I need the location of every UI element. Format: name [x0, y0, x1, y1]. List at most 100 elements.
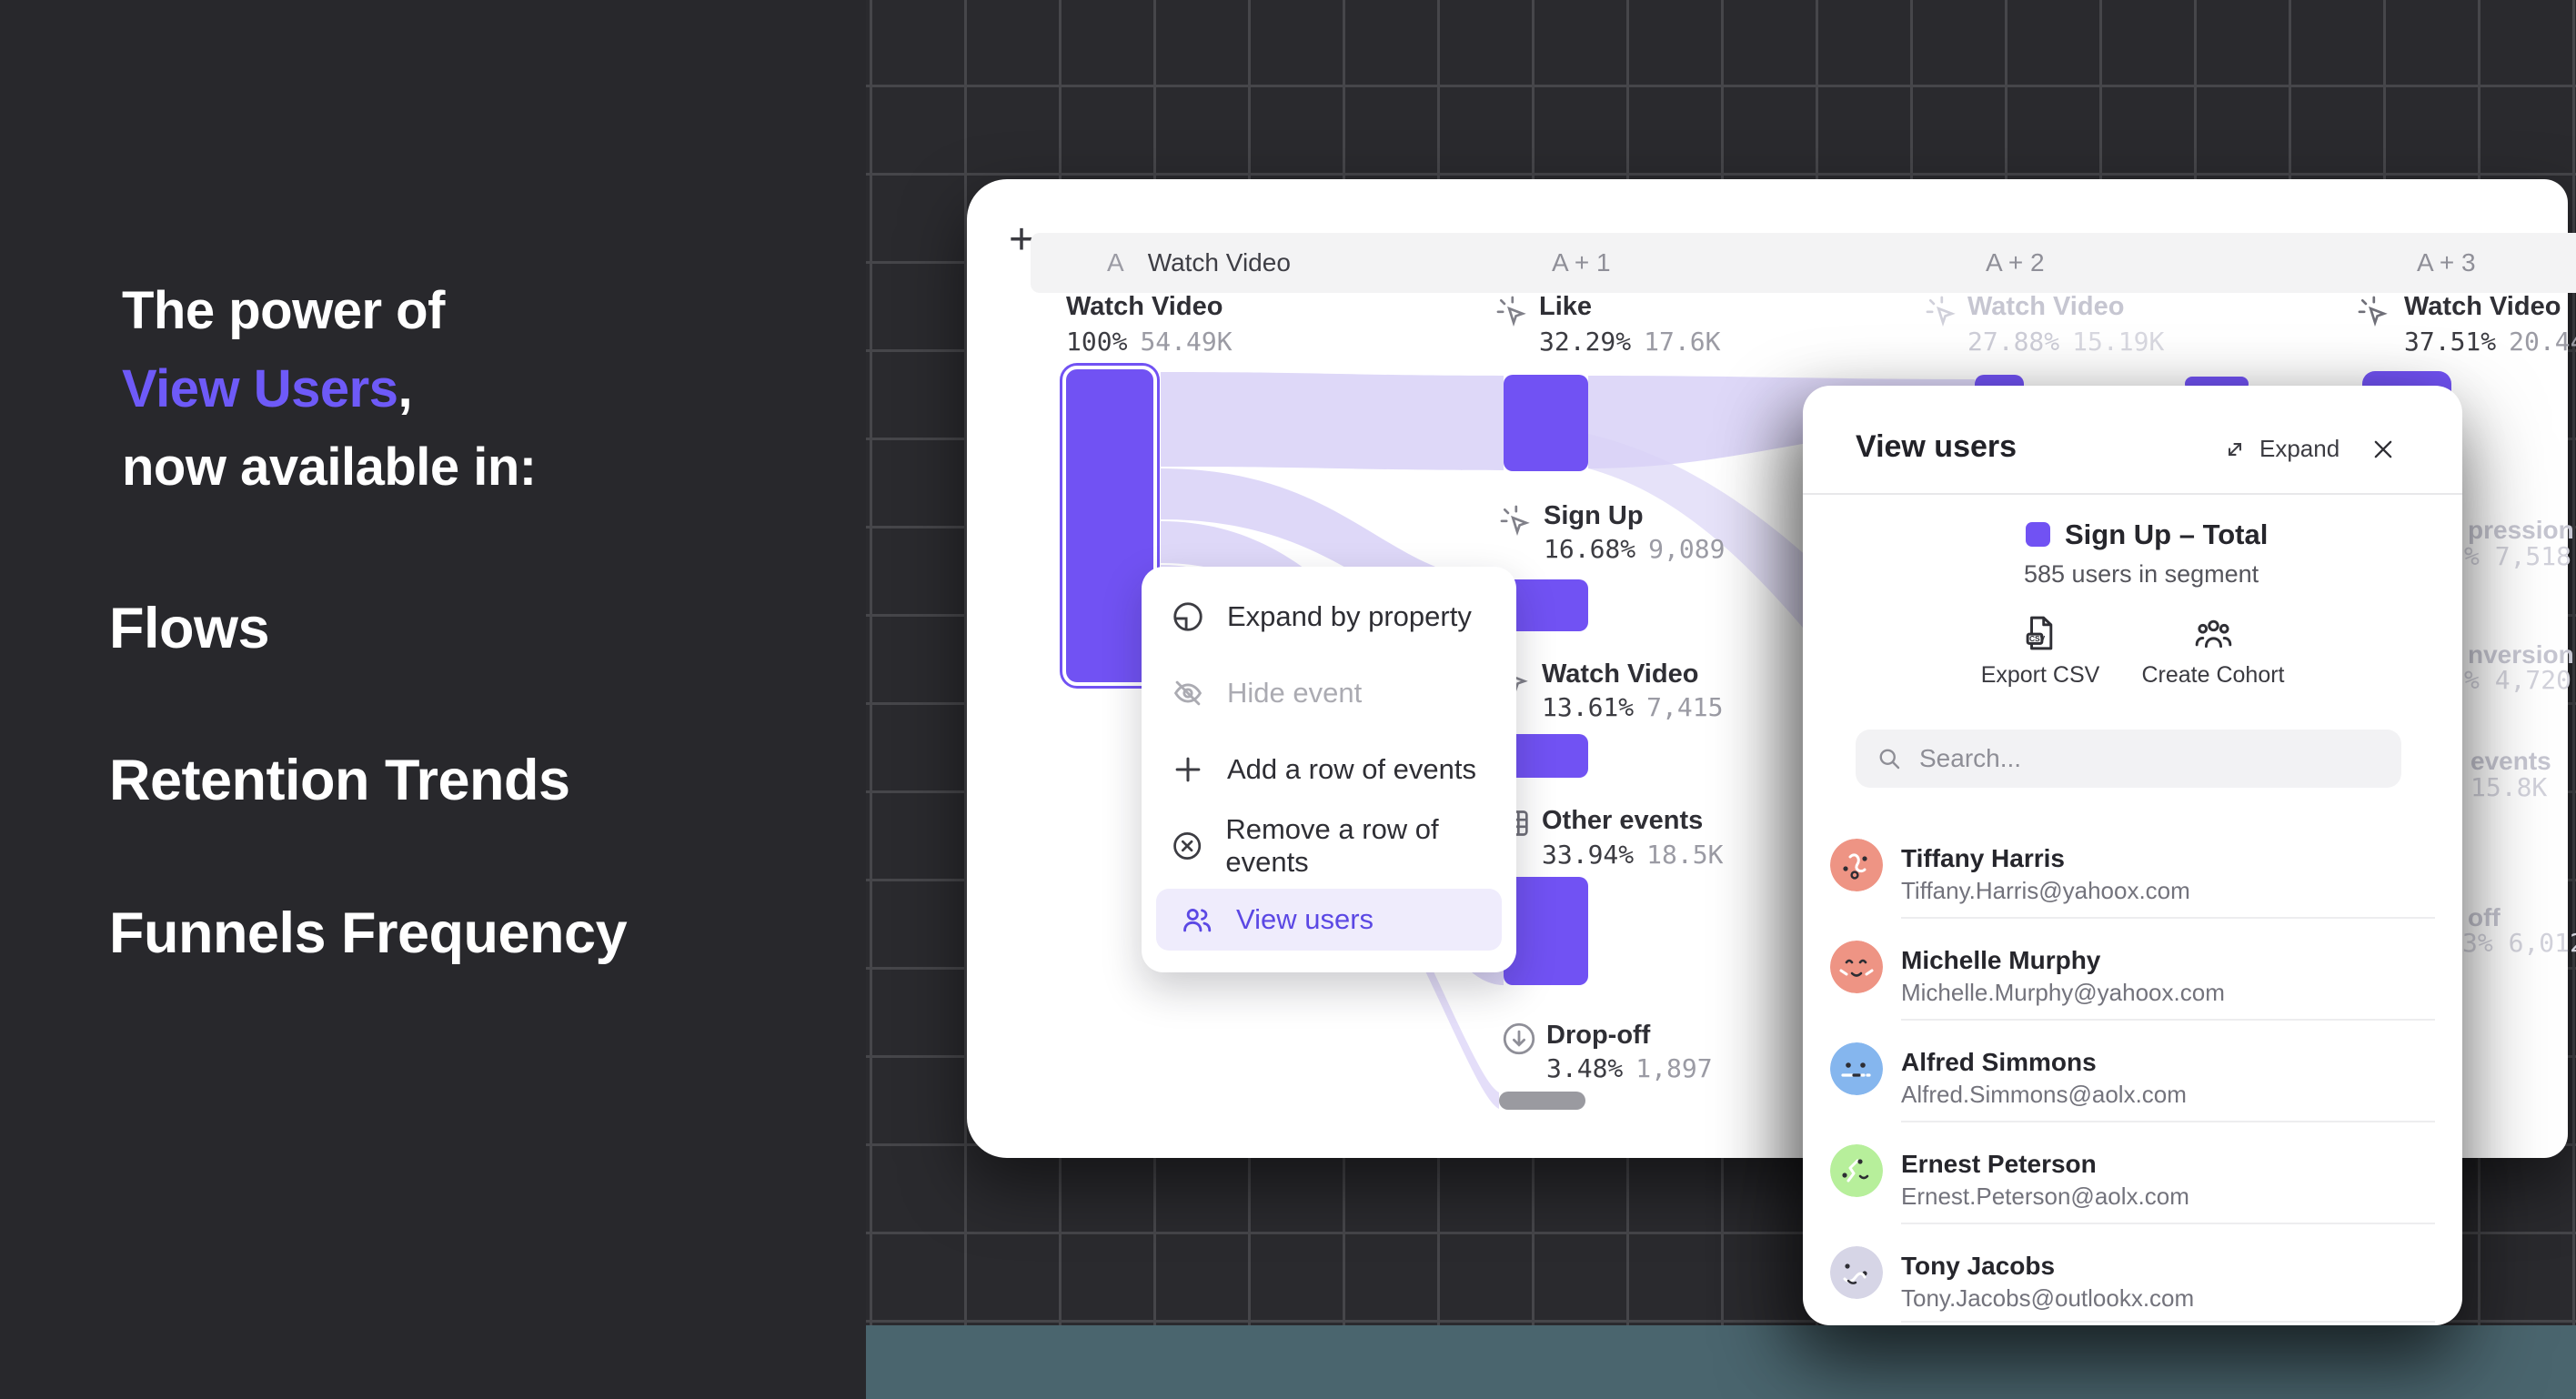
- hero-item-funnels: Funnels Frequency: [109, 901, 628, 965]
- view-users-panel: View users Expand Sign Up – Total 585 us…: [1803, 386, 2462, 1325]
- fragment-dropoff-value: 3% 6,012: [2462, 928, 2576, 958]
- close-icon: [2374, 440, 2392, 458]
- hero-item-retention: Retention Trends: [109, 749, 570, 812]
- menu-item-hide-event[interactable]: Hide event: [1142, 666, 1516, 720]
- user-name: Tiffany Harris: [1901, 844, 2065, 872]
- expand-button[interactable]: Expand: [2223, 435, 2340, 463]
- menu-item-add-row[interactable]: Add a row of events: [1142, 742, 1516, 797]
- menu-item-label: Remove a row of events: [1225, 813, 1439, 878]
- fragment-events: events: [2470, 747, 2551, 775]
- user-name: Alfred Simmons: [1901, 1048, 2097, 1076]
- fragment-dropoff: off: [2468, 903, 2501, 931]
- user-email: Ernest.Peterson@aolx.com: [1901, 1183, 2189, 1210]
- signup-count: 9,089: [1648, 534, 1726, 564]
- col4-count: 20.44K: [2509, 327, 2576, 357]
- avatar: [1830, 1144, 1883, 1197]
- fragment-impression-value: % 7,518: [2464, 541, 2572, 571]
- step-label: A + 3: [2417, 248, 2476, 277]
- col3-event-name[interactable]: Watch Video: [1967, 292, 2125, 321]
- segment-color-swatch: [2026, 522, 2050, 547]
- user-email: Alfred.Simmons@aolx.com: [1901, 1081, 2187, 1108]
- col3-percent: 27.88%: [1967, 327, 2060, 357]
- col2-count: 17.6K: [1644, 327, 1721, 357]
- watchvideo-row-bar[interactable]: [1504, 734, 1588, 778]
- step-chevron-a2[interactable]: A + 2: [1927, 233, 2410, 293]
- user-email: Michelle.Murphy@yahoox.com: [1901, 979, 2225, 1006]
- signup-event-name[interactable]: Sign Up: [1544, 501, 1644, 530]
- step-label: Watch Video: [1147, 248, 1291, 277]
- step-chevron-a1[interactable]: A + 1: [1492, 233, 1977, 293]
- hero-title-comma: ,: [397, 359, 413, 418]
- menu-item-remove-row[interactable]: Remove a row of events: [1142, 813, 1516, 878]
- row-divider: [1901, 917, 2435, 919]
- signup-event-values: 16.68% 9,089: [1544, 534, 1725, 564]
- otherevents-name[interactable]: Other events: [1542, 806, 1704, 835]
- x-circle-icon: [1173, 832, 1202, 860]
- watchvideo-percent: 13.61%: [1542, 692, 1635, 722]
- col1-bar[interactable]: [1062, 366, 1157, 686]
- hero-title-line2: View Users,: [122, 358, 413, 419]
- fragment-conversion: nversion: [2468, 640, 2574, 669]
- search-icon: [1879, 749, 1900, 770]
- expand-by-property-icon: [1173, 602, 1202, 631]
- step-chevron-a3[interactable]: A + 3: [2360, 233, 2576, 293]
- arrow-down-circle-icon: [1503, 1022, 1535, 1055]
- users-icon: [1183, 908, 1212, 932]
- export-csv-button[interactable]: CSV Export CSV: [1980, 613, 2100, 689]
- col2-event-name[interactable]: Like: [1539, 292, 1593, 321]
- hero-title-text3: now available in:: [122, 438, 537, 497]
- expand-label: Expand: [2259, 435, 2340, 462]
- add-step-button[interactable]: +: [1008, 215, 1035, 264]
- hero-title-line1: The power of: [122, 280, 445, 341]
- cursor-click-icon: [1500, 505, 1530, 536]
- col3-event-values: 27.88% 15.19K: [1967, 327, 2164, 357]
- create-cohort-label: Create Cohort: [2141, 662, 2285, 688]
- step-label: A + 2: [1986, 248, 2045, 277]
- col1-percent: 100%: [1066, 327, 1128, 357]
- col4-event-name[interactable]: Watch Video: [2404, 292, 2561, 321]
- row-divider: [1901, 1321, 2435, 1323]
- create-cohort-button[interactable]: Create Cohort: [2141, 613, 2285, 689]
- cursor-click-icon: [1926, 296, 1956, 327]
- otherevents-count: 18.5K: [1646, 840, 1724, 870]
- otherevents-percent: 33.94%: [1542, 840, 1635, 870]
- watchvideo-row-name[interactable]: Watch Video: [1542, 659, 1699, 689]
- export-csv-label: Export CSV: [1980, 662, 2100, 688]
- col1-event-values: 100% 54.49K: [1066, 327, 1233, 357]
- context-menu: Expand by property Hide event Add a row …: [1142, 567, 1516, 972]
- col2-percent: 32.29%: [1539, 327, 1632, 357]
- user-email: Tiffany.Harris@yahoox.com: [1901, 877, 2190, 904]
- menu-item-expand-by-property[interactable]: Expand by property: [1142, 589, 1516, 644]
- col1-event-name[interactable]: Watch Video: [1066, 292, 1223, 321]
- plus-icon: [1175, 757, 1201, 782]
- panel-divider: [1803, 493, 2462, 495]
- like-bar[interactable]: [1504, 375, 1588, 471]
- menu-item-label: Hide event: [1227, 677, 1363, 709]
- hero-item-flows: Flows: [109, 597, 270, 660]
- signup-bar[interactable]: [1504, 579, 1588, 631]
- search-box: [1856, 730, 2401, 788]
- menu-item-label: Expand by property: [1227, 600, 1472, 632]
- otherevents-bar[interactable]: [1504, 877, 1588, 985]
- dropoff-name[interactable]: Drop-off: [1546, 1021, 1651, 1050]
- dropoff-bar: [1499, 1092, 1585, 1110]
- watchvideo-row-values: 13.61% 7,415: [1542, 692, 1723, 722]
- avatar: [1830, 839, 1883, 891]
- col4-percent: 37.51%: [2404, 327, 2497, 357]
- col2-event-values: 32.29% 17.6K: [1539, 327, 1720, 357]
- menu-item-label: View users: [1236, 903, 1374, 935]
- menu-item-view-users[interactable]: View users: [1156, 889, 1502, 951]
- avatar: [1830, 1246, 1883, 1299]
- step-chevron-a[interactable]: A Watch Video: [1031, 233, 1559, 293]
- hero-title-text: The power of: [122, 281, 445, 340]
- menu-item-label: Add a row of events: [1227, 753, 1476, 785]
- segment-subtext: 585 users in segment: [2024, 560, 2259, 588]
- row-divider: [1901, 1223, 2435, 1224]
- cursor-click-icon: [1496, 296, 1526, 327]
- fragment-conversion-value: % 4,720: [2464, 665, 2572, 695]
- row-divider: [1901, 1121, 2435, 1122]
- search-input[interactable]: [1917, 743, 2381, 774]
- step-label: A + 1: [1552, 248, 1611, 277]
- close-button[interactable]: [2365, 431, 2401, 468]
